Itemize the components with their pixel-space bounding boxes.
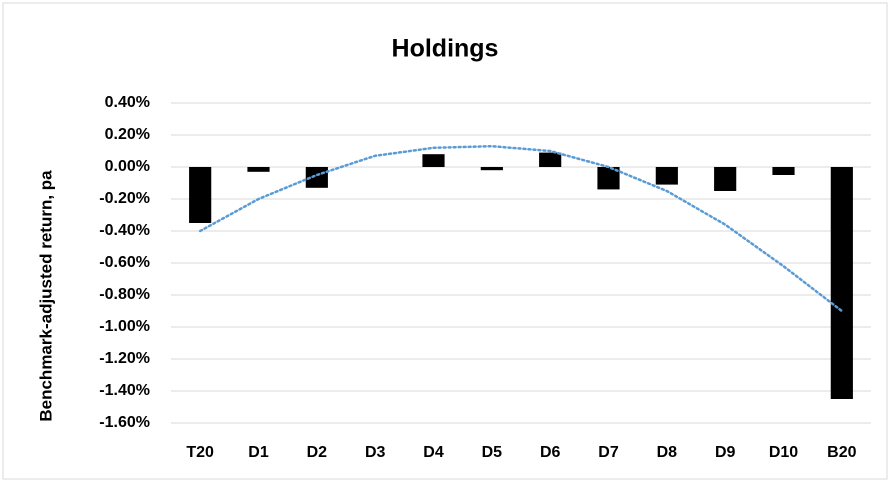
x-tick-label: D1 — [248, 444, 269, 461]
x-tick-label: D6 — [540, 444, 561, 461]
bar — [597, 167, 620, 190]
bar — [714, 167, 737, 191]
y-tick-label: 0.20% — [105, 126, 150, 143]
bar — [830, 167, 853, 399]
x-tick-label: D2 — [307, 444, 328, 461]
x-tick-label: D10 — [769, 444, 798, 461]
x-tick-label: T20 — [186, 444, 214, 461]
y-tick-label: -1.40% — [99, 382, 150, 399]
y-tick-label: -0.20% — [99, 190, 150, 207]
y-tick-label: -0.60% — [99, 254, 150, 271]
chart-title: Holdings — [392, 35, 499, 63]
y-tick-label: -1.00% — [99, 318, 150, 335]
x-tick-label: D5 — [482, 444, 503, 461]
bar — [655, 167, 678, 185]
x-tick-label: D3 — [365, 444, 386, 461]
bar — [422, 154, 445, 167]
y-tick-label: 0.00% — [105, 158, 150, 175]
x-tick-label: D4 — [423, 444, 444, 461]
y-tick-label: -0.40% — [99, 222, 150, 239]
x-tick-label: B20 — [827, 444, 856, 461]
bar — [772, 167, 795, 175]
trend-line — [198, 144, 844, 313]
y-axis-label: Benchmark-adjusted return, pa — [36, 170, 55, 422]
x-tick-label: D7 — [598, 444, 619, 461]
bar — [539, 152, 562, 167]
y-tick-label: -1.20% — [99, 350, 150, 367]
x-tick-label: D8 — [657, 444, 678, 461]
y-tick-label: -1.60% — [99, 414, 150, 431]
bar — [189, 167, 212, 223]
y-tick-label: 0.40% — [105, 94, 150, 111]
bar — [480, 167, 503, 171]
y-tick-label: -0.80% — [99, 286, 150, 303]
bar — [247, 167, 270, 172]
x-tick-label: D9 — [715, 444, 736, 461]
